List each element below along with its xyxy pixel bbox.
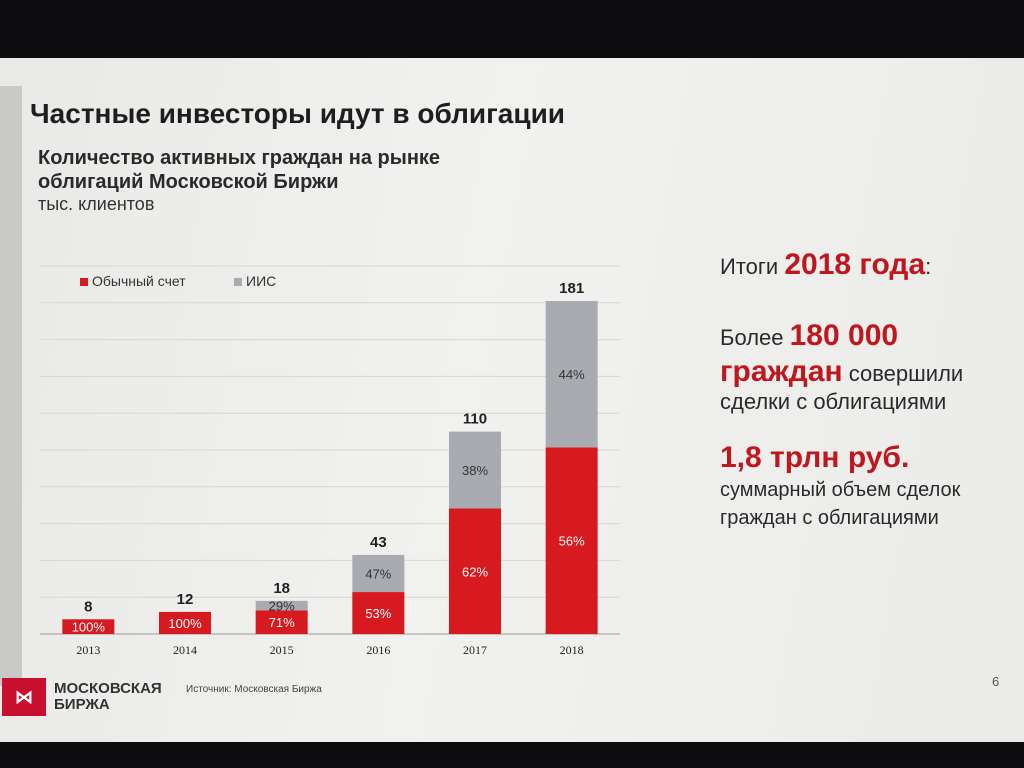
summary-performed: совершили xyxy=(848,361,964,386)
left-accent-bar xyxy=(0,86,22,686)
bar-iis-2018 xyxy=(545,300,598,448)
percent-label-iis-2016: 47% xyxy=(365,566,391,581)
percent-label-regular-2018: 56% xyxy=(559,534,585,549)
bar-regular-2016 xyxy=(352,592,405,634)
moex-logo: ⋈ МОСКОВСКАЯ БИРЖА xyxy=(2,678,184,716)
total-label-2013: 8 xyxy=(84,598,92,615)
x-tick-2016: 2016 xyxy=(366,643,390,657)
percent-label-regular-2013: 100% xyxy=(72,620,106,635)
chart-unit: тыс. клиентов xyxy=(38,194,155,214)
total-label-2017: 110 xyxy=(463,411,487,428)
summary-volume-desc1: суммарный объем сделок xyxy=(720,479,961,501)
x-tick-2013: 2013 xyxy=(76,643,100,657)
bar-regular-2014 xyxy=(159,611,211,634)
percent-label-iis-2015: 29% xyxy=(269,599,295,614)
percent-label-iis-2017: 38% xyxy=(462,463,488,478)
bar-iis-2015 xyxy=(255,600,308,611)
percent-label-regular-2016: 53% xyxy=(365,606,391,621)
page-number: 6 xyxy=(992,674,1000,689)
logo-line2: БИРЖА xyxy=(54,696,110,713)
summary-volume: 1,8 трлн руб. xyxy=(720,441,910,474)
bar-regular-2018 xyxy=(545,447,598,634)
bar-iis-2017 xyxy=(449,431,501,509)
summary-volume-desc2: граждан с облигациями xyxy=(720,507,939,529)
percent-label-iis-2018: 44% xyxy=(559,367,585,382)
summary-citizens: граждан xyxy=(720,355,843,388)
moex-logo-text: МОСКОВСКАЯ БИРЖА xyxy=(54,681,184,713)
x-tick-2014: 2014 xyxy=(173,643,197,657)
bar-regular-2015 xyxy=(255,610,308,634)
total-label-2015: 18 xyxy=(273,580,290,597)
logo-line1: МОСКОВСКАЯ xyxy=(54,680,162,697)
legend-label-regular: Обычный счет xyxy=(92,273,186,289)
summary-count: 180 000 xyxy=(789,319,899,352)
percent-label-regular-2014: 100% xyxy=(168,616,202,631)
summary-colon: : xyxy=(925,254,932,279)
summary-prefix: Более xyxy=(720,325,784,350)
bar-iis-2016 xyxy=(352,554,405,593)
x-tick-2015: 2015 xyxy=(270,643,294,657)
bar-chart: 100% 8 2013 100% 12 2014 71%29% 18 2015 53% 47% 43 2… xyxy=(40,265,620,657)
x-tick-2018: 2018 xyxy=(560,643,584,657)
total-label-2016: 43 xyxy=(370,534,387,551)
summary-panel: Итоги 2018 года: Более 180 000 граждан с… xyxy=(720,248,1010,532)
presentation-slide: Частные инвесторы идут в облигации Колич… xyxy=(0,58,1024,742)
summary-year: 2018 года xyxy=(784,248,926,281)
summary-deals: сделки с облигациями xyxy=(720,389,947,414)
percent-label-regular-2017: 62% xyxy=(462,564,488,579)
summary-citizens-block: Более 180 000 граждан совершили сделки с… xyxy=(720,319,1010,416)
chart-subtitle: Количество активных граждан на рынке обл… xyxy=(38,147,441,193)
bar-regular-2013 xyxy=(62,619,115,634)
bar-regular-2017 xyxy=(449,508,501,634)
source-note: Источник: Московская Биржа xyxy=(186,684,322,695)
total-label-2014: 12 xyxy=(177,591,194,608)
x-tick-2017: 2017 xyxy=(463,643,487,657)
legend-label-iis: ИИС xyxy=(246,273,276,289)
summary-heading: Итоги 2018 года: xyxy=(720,248,1010,282)
legend-swatch-iis xyxy=(234,278,242,286)
summary-intro: Итоги xyxy=(720,254,779,279)
slide-title: Частные инвесторы идут в облигации xyxy=(30,98,565,129)
moex-logo-mark-icon: ⋈ xyxy=(2,678,46,716)
percent-label-regular-2015: 71% xyxy=(269,615,295,630)
summary-volume-block: 1,8 трлн руб. суммарный объем сделок гра… xyxy=(720,440,1010,532)
total-label-2018: 181 xyxy=(559,280,584,297)
legend-swatch-regular xyxy=(80,278,88,286)
